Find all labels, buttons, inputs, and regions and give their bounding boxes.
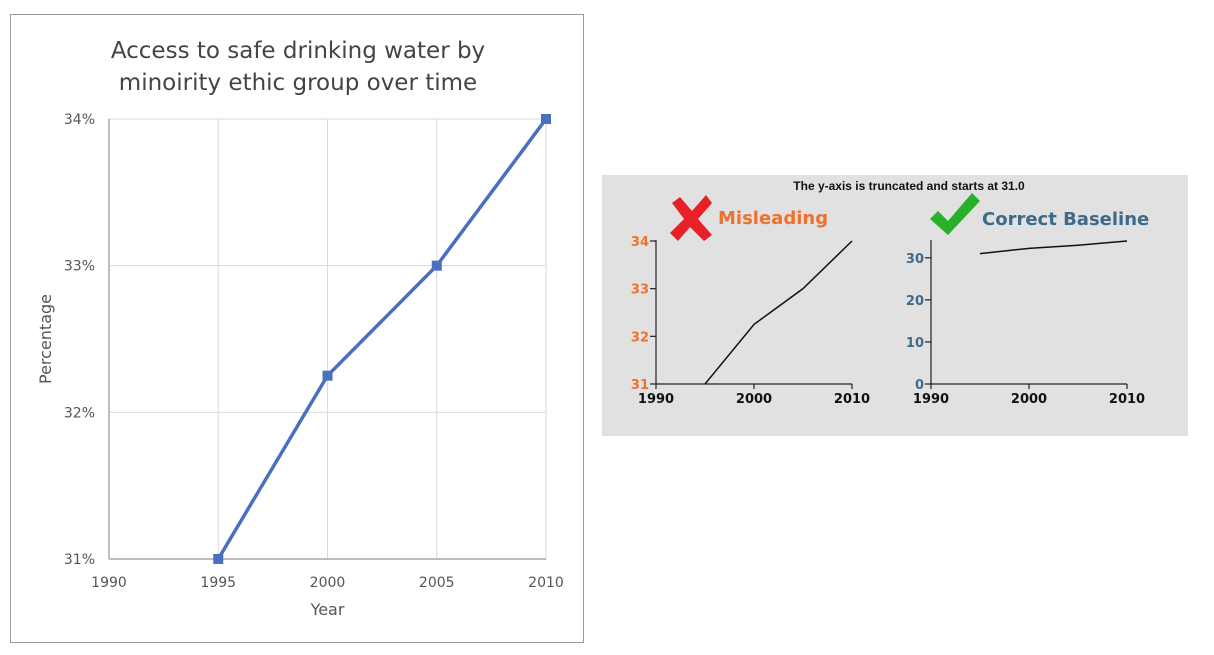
x-tick-label: 2005 <box>419 575 455 591</box>
y-axis-title: Percentage <box>36 294 55 384</box>
y-tick-label: 31 <box>631 378 649 393</box>
x-tick-label: 2000 <box>310 575 346 591</box>
x-tick-label: 1995 <box>200 575 236 591</box>
data-point-marker <box>213 554 224 564</box>
chart-title-line-2: minoirity ethic group over time <box>118 70 478 96</box>
y-tick-label: 31% <box>64 552 95 568</box>
x-tick-label: 2010 <box>1109 392 1145 407</box>
y-tick-label: 32% <box>64 405 95 421</box>
panel-heading: Correct Baseline <box>982 209 1149 230</box>
data-point-marker <box>431 260 442 271</box>
x-tick-label: 1990 <box>913 392 949 407</box>
x-tick-label: 1990 <box>638 392 674 407</box>
x-tick-label: 1990 <box>91 575 127 591</box>
y-tick-label: 10 <box>906 336 924 351</box>
main-chart-plot: 31% 32% 33% 34% 1990 1995 2000 2005 2010 Year Perc… <box>36 112 564 619</box>
x-tick-label: 2010 <box>528 575 564 591</box>
check-shape <box>930 193 980 235</box>
comparison-panel: The y-axis is truncated and starts at 31… <box>602 175 1188 436</box>
y-tick-label: 34 <box>631 235 649 250</box>
y-tick-label: 32 <box>631 330 649 345</box>
series-line <box>979 240 1128 255</box>
x-tick-label: 2000 <box>736 392 772 407</box>
cross-shape <box>670 195 712 241</box>
y-tick-label: 34% <box>64 112 95 128</box>
y-tick-label: 0 <box>915 378 924 393</box>
cross-icon <box>670 195 712 241</box>
series-line <box>216 117 548 560</box>
x-axis-title: Year <box>310 600 345 619</box>
x-tick-label: 2000 <box>1011 392 1047 407</box>
panel-note: The y-axis is truncated and starts at 31… <box>793 179 1025 193</box>
chart-title: Access to safe drinking water by minoiri… <box>11 35 585 99</box>
data-point-marker <box>322 370 333 381</box>
y-tick-label: 30 <box>906 252 924 267</box>
panel-heading: Misleading <box>718 208 828 229</box>
y-tick-label: 33 <box>631 283 649 298</box>
check-icon <box>930 193 980 235</box>
x-tick-label: 2010 <box>834 392 870 407</box>
y-tick-label: 33% <box>64 259 95 275</box>
main-line-chart: Access to safe drinking water by minoiri… <box>10 14 584 643</box>
chart-title-line-1: Access to safe drinking water by <box>110 38 486 64</box>
data-point-marker <box>541 114 551 124</box>
y-tick-label: 20 <box>906 294 924 309</box>
series-line <box>704 240 853 385</box>
